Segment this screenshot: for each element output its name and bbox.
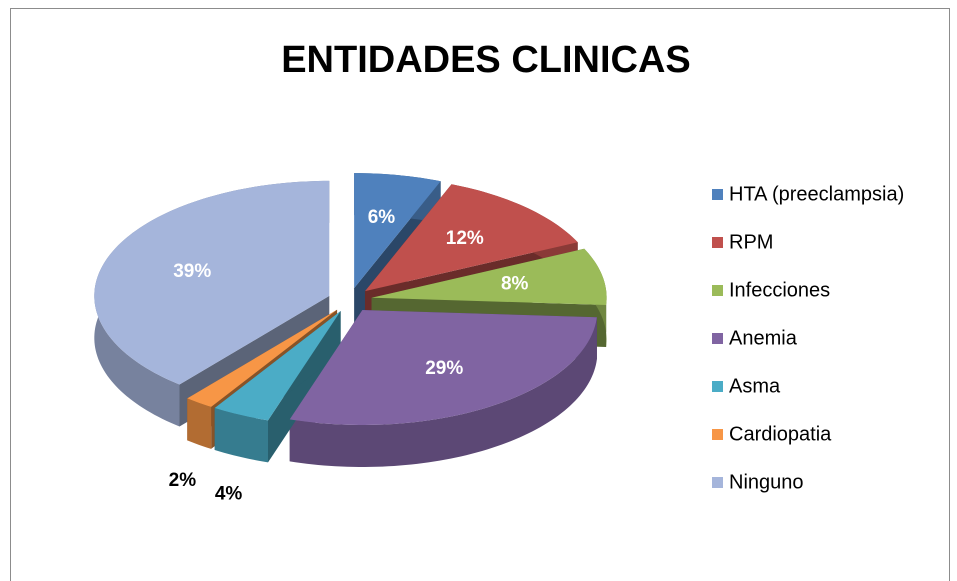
legend-swatch bbox=[712, 189, 723, 200]
legend-swatch bbox=[712, 237, 723, 248]
pie-slice bbox=[365, 184, 578, 292]
legend-label: Ninguno bbox=[729, 471, 804, 493]
pie-slice bbox=[187, 309, 338, 407]
slice-side bbox=[214, 408, 269, 463]
data-label: 4% bbox=[215, 484, 243, 505]
pie-slice bbox=[94, 180, 330, 385]
data-label: 8% bbox=[501, 273, 529, 294]
chart-title: ENTIDADES CLINICAS bbox=[281, 39, 691, 81]
slice-side bbox=[187, 398, 212, 449]
data-label: 12% bbox=[446, 228, 484, 249]
data-label: 39% bbox=[173, 261, 211, 282]
pie-slice bbox=[371, 248, 607, 305]
legend-label: Anemia bbox=[729, 327, 798, 349]
legend-label: Asma bbox=[729, 375, 781, 397]
legend-swatch bbox=[712, 381, 723, 392]
pie-slice bbox=[354, 173, 441, 289]
legend-swatch bbox=[712, 333, 723, 344]
legend-label: Infecciones bbox=[729, 279, 830, 301]
legend-label: HTA (preeclampsia) bbox=[729, 183, 904, 205]
pie-slice bbox=[289, 310, 597, 426]
slice-side bbox=[289, 317, 597, 468]
legend-label: RPM bbox=[729, 231, 773, 253]
legend-label: Cardiopatia bbox=[729, 423, 832, 445]
legend-swatch bbox=[712, 477, 723, 488]
data-label: 6% bbox=[368, 207, 396, 228]
data-label: 2% bbox=[169, 470, 197, 491]
legend-swatch bbox=[712, 429, 723, 440]
data-label: 29% bbox=[425, 358, 463, 379]
legend-swatch bbox=[712, 285, 723, 296]
pie-slice bbox=[214, 310, 341, 421]
